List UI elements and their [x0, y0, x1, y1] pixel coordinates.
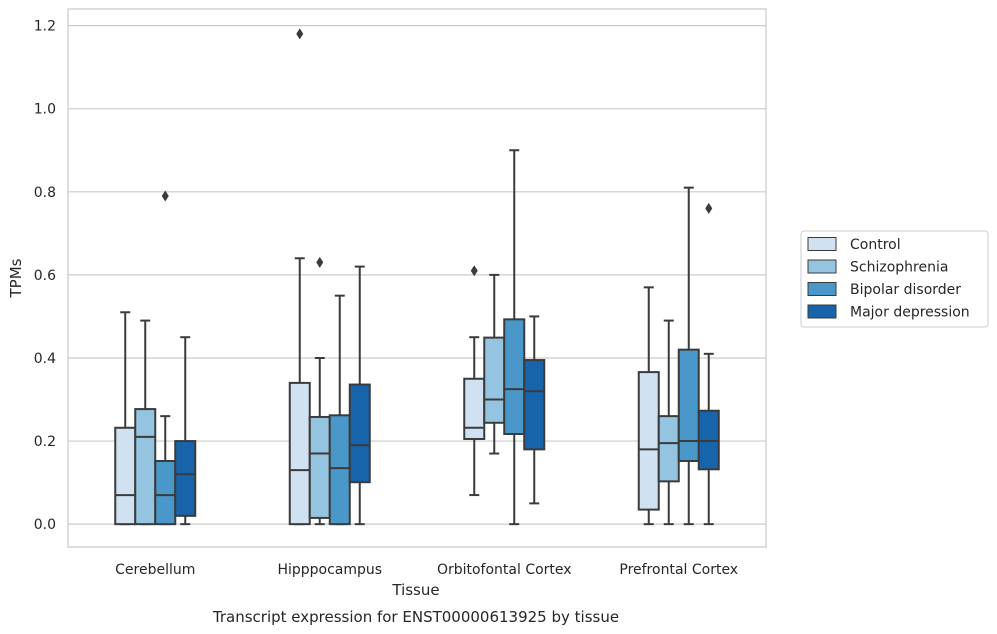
outlier-marker [470, 265, 478, 277]
box-schizophrenia [134, 319, 157, 526]
legend: Control Schizophrenia Bipolar disorder Majo… [800, 230, 989, 328]
iqr-box [503, 318, 526, 435]
axes-frame [67, 8, 767, 548]
x-tick-label: Cerebellum [115, 562, 195, 578]
legend-swatch [807, 237, 837, 251]
x-tick-label: Prefrontal Cortex [619, 562, 738, 578]
y-tick-label: 0.2 [34, 434, 56, 450]
y-tick-label: 1.2 [34, 19, 56, 35]
iqr-box [288, 381, 311, 526]
iqr-box [308, 415, 331, 519]
iqr-box [637, 371, 660, 511]
legend-swatch [807, 304, 837, 319]
legend-label: Schizophrenia [850, 260, 948, 276]
iqr-box [483, 336, 506, 424]
legend-swatch [807, 259, 837, 274]
y-tick-label: 0.6 [34, 268, 56, 284]
iqr-box [328, 414, 351, 526]
y-tick-labels: 0.0 0.2 0.4 0.6 0.8 1.0 1.2 [34, 19, 56, 534]
legend-label: Control [850, 237, 901, 253]
iqr-box [657, 415, 680, 483]
legend-label: Major depression [850, 305, 970, 321]
iqr-box [523, 359, 546, 451]
x-axis-label: Tissue [391, 581, 439, 599]
box-bipolar-disorder [154, 190, 177, 526]
x-tick-label: Orbitofontal Cortex [437, 562, 572, 578]
box-control [114, 311, 137, 526]
box-major-depression [174, 336, 197, 526]
boxes-layer [114, 28, 720, 526]
outlier-marker [316, 256, 324, 268]
iqr-box [114, 426, 137, 526]
figure-caption: Transcript expression for ENST0000061392… [212, 608, 619, 626]
box-major-depression [523, 315, 546, 505]
y-tick-label: 1.0 [34, 102, 56, 118]
box-control [637, 286, 660, 526]
outlier-marker [296, 28, 304, 40]
box-bipolar-disorder [503, 149, 526, 526]
iqr-box [134, 408, 157, 526]
outlier-marker [705, 202, 713, 214]
legend-frame [800, 230, 989, 328]
iqr-box [154, 460, 177, 526]
outlier-marker [161, 190, 169, 202]
x-tick-label: Hipppocampus [277, 562, 382, 578]
iqr-box [697, 409, 720, 471]
iqr-box [463, 377, 486, 440]
iqr-box [174, 440, 197, 517]
y-tick-label: 0.0 [34, 517, 56, 533]
box-bipolar-disorder [677, 186, 700, 526]
x-tick-labels: Cerebellum Hipppocampus Orbitofontal Corte… [115, 562, 738, 578]
box-control [288, 28, 311, 526]
box-schizophrenia [657, 319, 680, 526]
legend-swatch [807, 282, 837, 296]
y-tick-label: 0.8 [34, 185, 56, 201]
legend-label: Bipolar disorder [850, 282, 961, 298]
y-tick-label: 0.4 [34, 351, 56, 367]
iqr-box [677, 348, 700, 463]
y-axis-label: TPMs [7, 258, 25, 298]
box-major-depression [348, 265, 371, 526]
box-control [463, 265, 486, 497]
iqr-box [348, 383, 371, 484]
box-major-depression [697, 202, 720, 526]
